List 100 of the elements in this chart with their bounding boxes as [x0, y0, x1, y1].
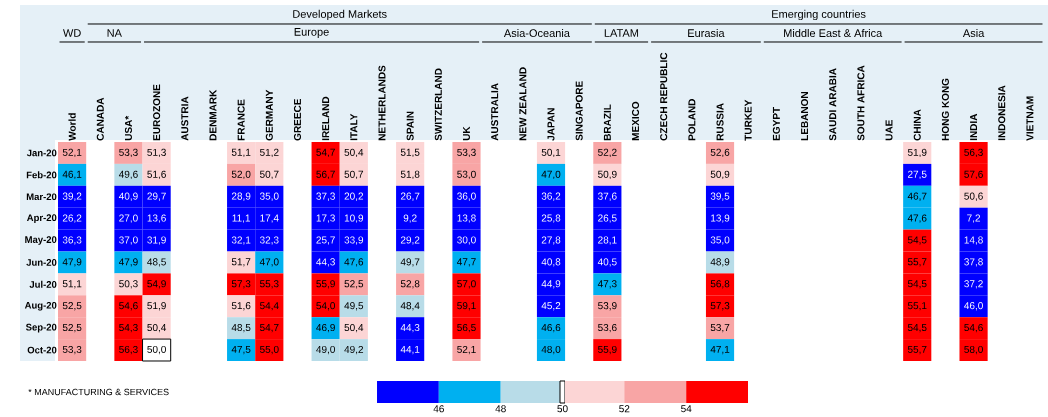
y-tick-label: Sep-20: [25, 323, 57, 333]
x-tick-label: GERMANY: [265, 89, 273, 141]
data-label: 53,3: [119, 148, 138, 158]
text: LATAM: [604, 29, 639, 37]
data-label: 54,5: [907, 324, 927, 333]
data-label: 50,7: [259, 170, 279, 179]
data-label: 53,6: [598, 324, 617, 333]
data-label: 52,6: [710, 148, 730, 158]
data-label: 49,6: [118, 170, 138, 179]
data-label: 55,3: [259, 280, 279, 289]
data-label: 47,6: [344, 258, 364, 267]
data-label: 44,3: [316, 258, 335, 267]
text: Middle East & Africa: [784, 28, 883, 38]
text: Europe: [294, 28, 329, 38]
x-tick-label: UK: [463, 126, 470, 141]
data-label: 53,3: [457, 148, 476, 158]
data-label: 53,9: [598, 302, 617, 311]
data-label: 55,7: [907, 345, 927, 355]
data-label: 51,9: [147, 302, 166, 311]
x-tick-label: SWITZERLAND: [434, 68, 442, 141]
data-label: 49,2: [344, 345, 364, 355]
data-label: 47,9: [62, 258, 82, 267]
data-label: 51,6: [147, 170, 166, 179]
data-label: 54,5: [907, 280, 927, 289]
data-label: 13,9: [711, 214, 730, 223]
data-label: 55,9: [598, 345, 617, 355]
data-label: 51,1: [231, 148, 251, 158]
x-tick-label: DENMARK: [209, 89, 217, 141]
x-tick-label: VIETNAM: [1026, 96, 1034, 141]
data-label: 35,0: [259, 192, 279, 201]
data-label: 29,7: [147, 192, 166, 201]
x-tick-label: MEXICO: [631, 101, 640, 141]
y-tick-label: Aug-20: [24, 301, 57, 311]
data-label: 52,1: [457, 345, 476, 355]
x-tick-label: CZECH REPUBLIC: [660, 52, 668, 141]
data-label: 50,4: [147, 324, 167, 333]
data-label: 25,7: [316, 236, 335, 245]
data-label: 48,0: [541, 345, 561, 355]
data-label: 53,0: [457, 170, 476, 179]
data-label: 47,7: [457, 258, 476, 267]
data-label: 49,0: [316, 345, 335, 355]
y-tick-label: Jul-20: [29, 280, 57, 288]
data-label: 57,6: [964, 170, 983, 179]
data-label: 17,3: [316, 214, 335, 223]
data-label: 51,5: [400, 148, 420, 158]
data-label: 52,1: [62, 148, 82, 158]
data-label: 31,9: [147, 236, 166, 245]
data-label: 27,8: [541, 236, 561, 245]
x-tick-label: GREECE: [293, 98, 302, 141]
data-label: 50,4: [344, 324, 364, 333]
data-label: 28,9: [231, 192, 251, 201]
text: Eurasia: [688, 28, 725, 38]
data-label: 54,7: [316, 148, 335, 158]
data-label: 55,9: [316, 280, 335, 289]
data-label: 54,4: [259, 302, 279, 311]
color-bar-label: 48: [495, 405, 506, 413]
data-label: 52,5: [344, 280, 364, 289]
data-label: 55,1: [907, 302, 927, 311]
data-label: 47,5: [231, 345, 251, 355]
data-label: 55,7: [907, 258, 927, 267]
data-label: 51,7: [231, 258, 251, 267]
data-label: 54,0: [316, 302, 335, 311]
data-label: 47,0: [541, 170, 561, 179]
x-tick-label: NETHERLANDS: [378, 65, 386, 141]
x-tick-label: LEBANON: [801, 92, 809, 141]
data-label: 52,5: [62, 324, 82, 333]
data-label: 14,8: [964, 236, 983, 245]
data-label: 49,7: [400, 258, 420, 267]
data-label: 51,9: [907, 148, 927, 158]
y-tick-label: May-20: [25, 236, 57, 245]
data-label: 54,6: [119, 302, 138, 311]
data-label: 52,5: [62, 302, 82, 311]
data-label: 47,9: [118, 258, 138, 267]
data-label: 26,2: [62, 214, 82, 223]
data-label: 52,8: [400, 280, 420, 289]
data-label: 10,9: [344, 214, 364, 223]
data-label: 39,2: [62, 192, 82, 201]
text: Developed Markets: [293, 9, 387, 21]
x-tick-label: JAPAN: [547, 108, 555, 141]
data-label: 35,0: [710, 236, 730, 245]
x-tick-label: USA*: [124, 115, 132, 141]
x-tick-label: BRAZIL: [603, 104, 611, 141]
data-label: 37,0: [119, 236, 138, 245]
data-label: 32,1: [231, 236, 251, 245]
data-label: 20,2: [344, 192, 364, 201]
data-label: 7,2: [967, 214, 981, 223]
data-label: 13,6: [147, 214, 166, 223]
text: Asia-Oceania: [503, 28, 570, 38]
x-tick-label: NEW ZEALAND: [519, 67, 527, 141]
x-tick-label: SAUDI ARABIA: [829, 68, 837, 141]
text: NA: [107, 29, 122, 37]
data-label: 50,4: [344, 148, 364, 158]
data-label: 36,3: [62, 236, 82, 245]
x-tick-label: SPAIN: [406, 111, 414, 141]
x-tick-label: SINGAPORE: [575, 81, 583, 141]
data-label: 46,9: [316, 324, 335, 333]
y-tick-label: Mar-20: [26, 193, 57, 201]
data-label: 27,0: [119, 214, 138, 223]
data-label: 54,9: [147, 280, 166, 289]
data-label: 48,9: [710, 258, 730, 267]
